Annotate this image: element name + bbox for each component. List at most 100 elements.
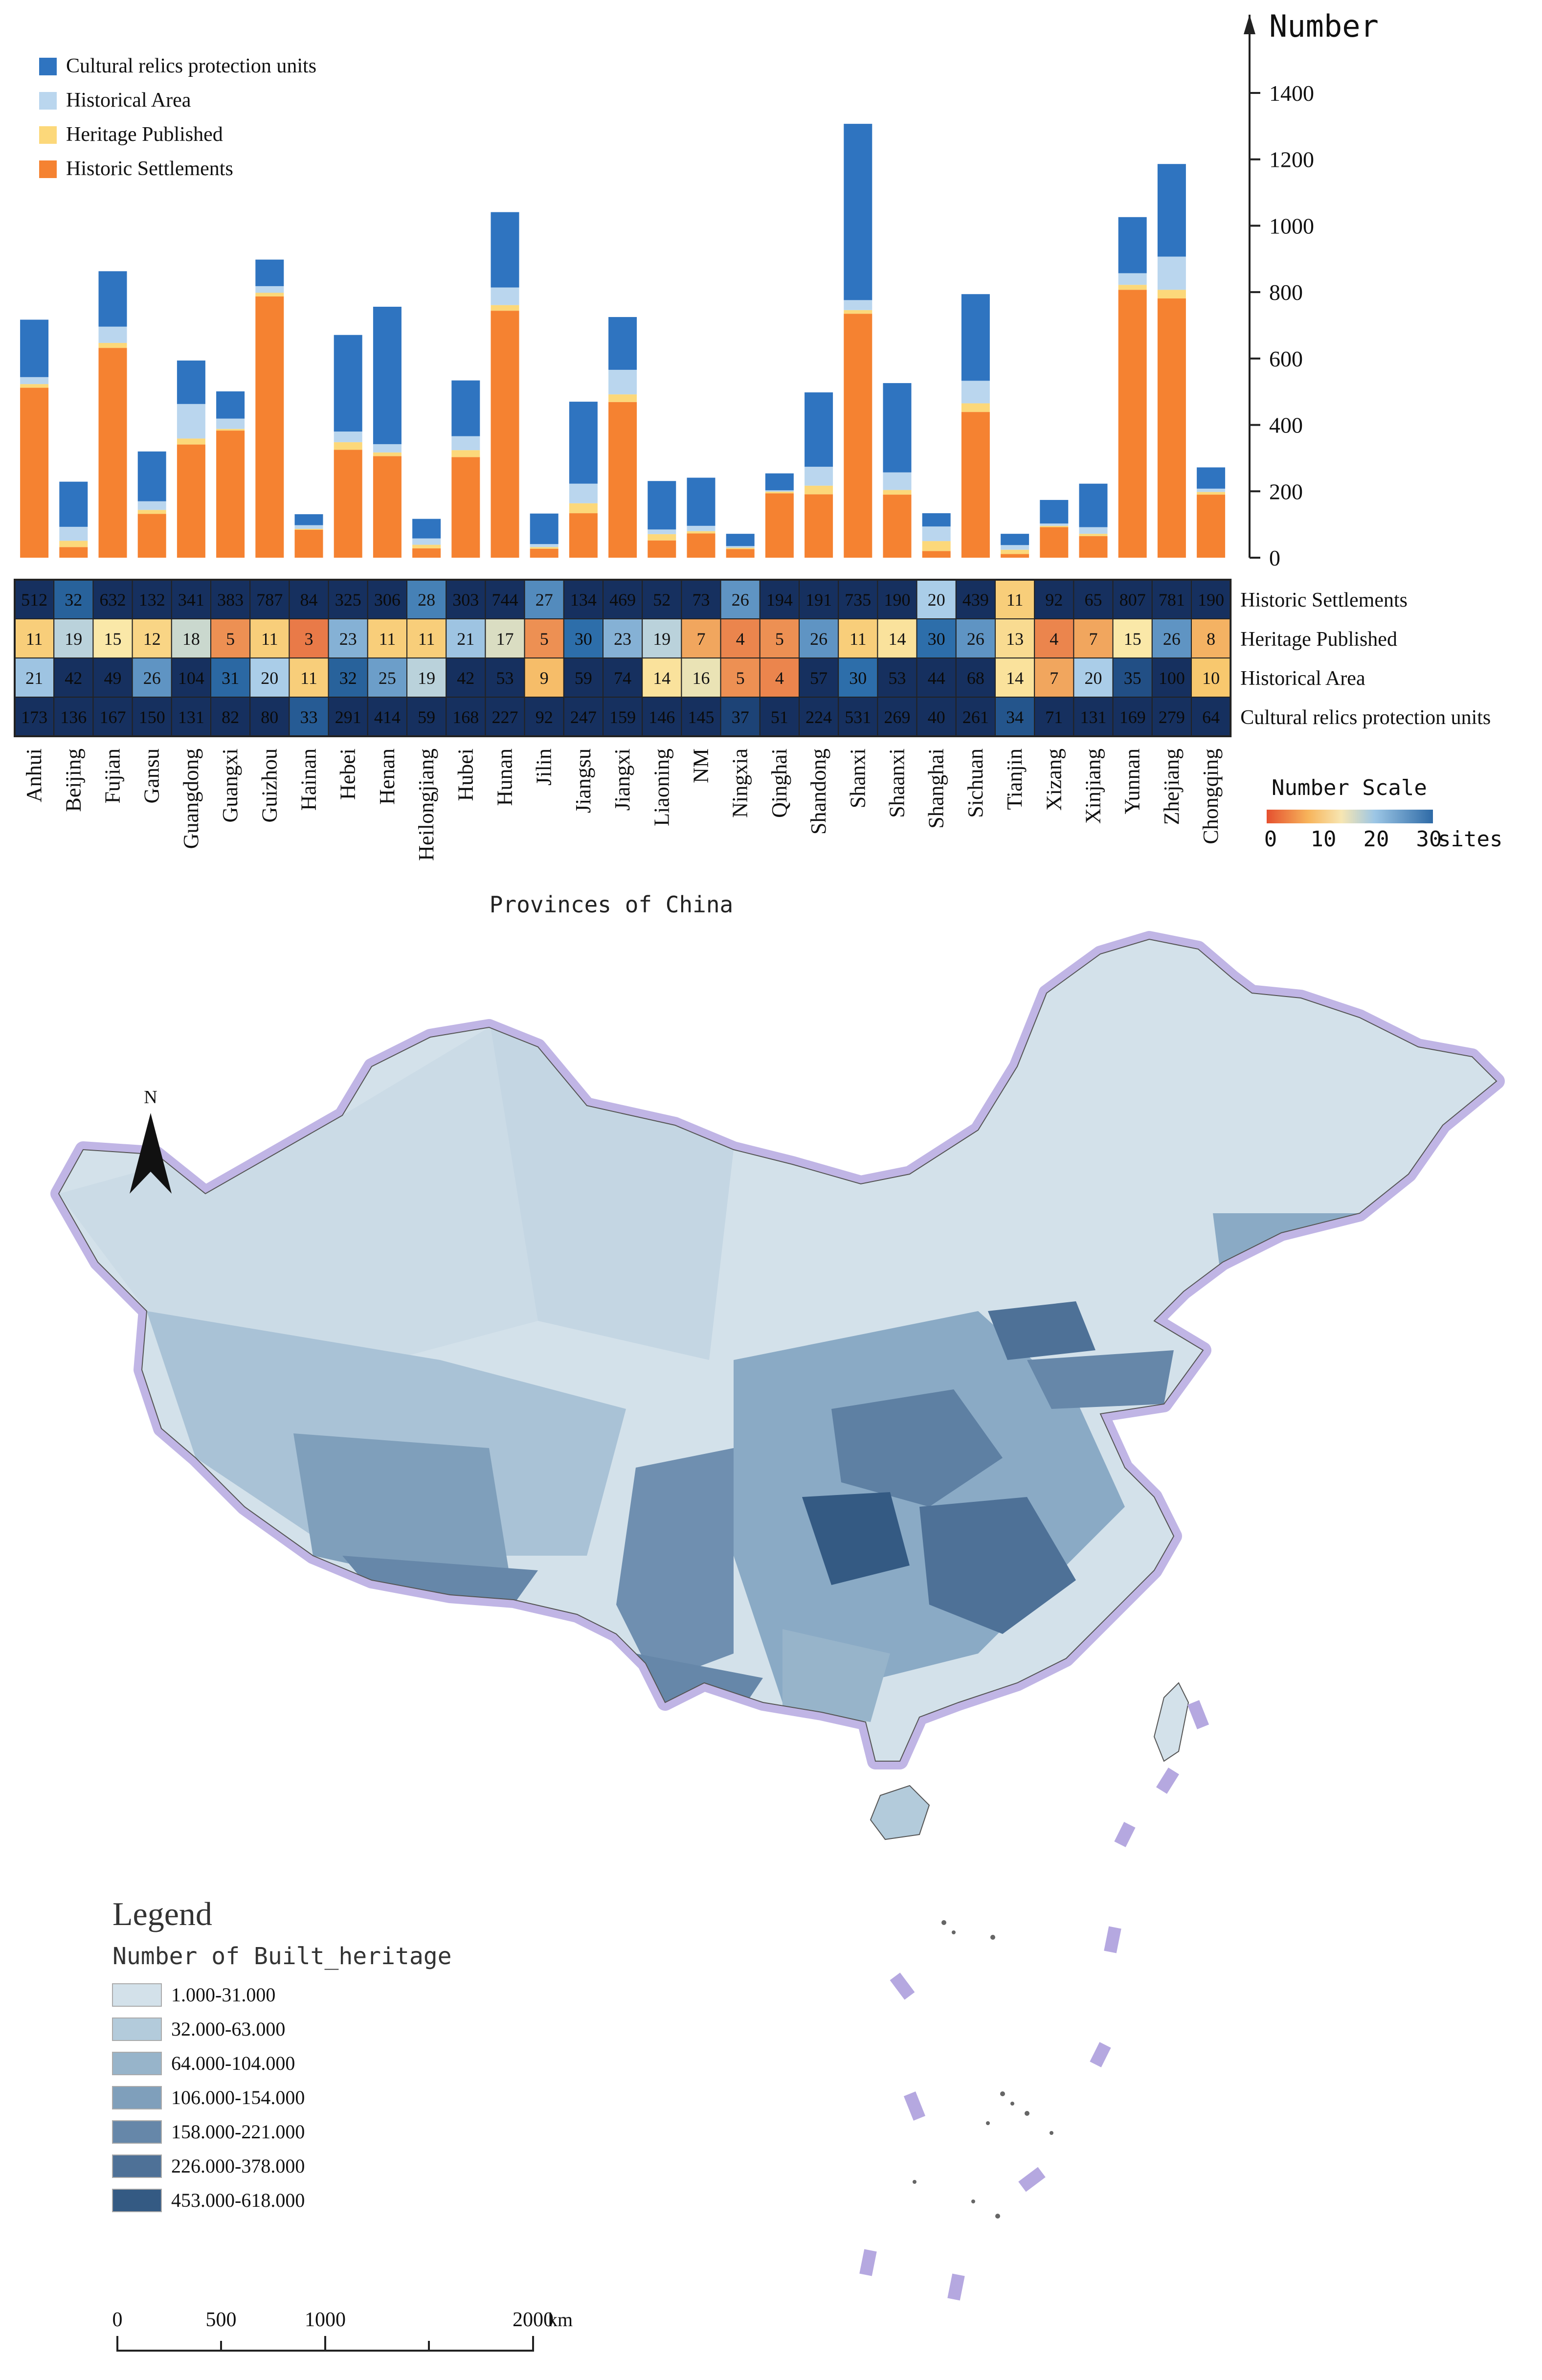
table-cell	[995, 697, 1035, 737]
x-tick-label-guizhou: Guizhou	[257, 748, 281, 823]
bar-jiangsu-cultural-relics-protection-units	[569, 402, 598, 484]
bar-xinjiang-historical-area	[1079, 527, 1108, 534]
x-tick-labels: Anhui Beijing Fujian Gansu Guangdong Guangxi G…	[22, 748, 1223, 861]
legend-swatch-2	[39, 126, 57, 144]
table-value: 4	[1050, 629, 1058, 649]
table-value: 8	[1207, 629, 1215, 649]
table-cell	[53, 697, 94, 737]
bar-shanxi-cultural-relics-protection-units	[844, 124, 872, 300]
map-legend-swatch-0	[112, 1983, 162, 2007]
table-value: 9	[540, 668, 549, 688]
table-value: 383	[217, 590, 244, 610]
bar-anhui-historic-settlements	[20, 387, 49, 558]
table-cell	[249, 657, 290, 698]
table-cell	[406, 657, 447, 698]
table-value: 787	[256, 590, 283, 610]
y-tick-label-1000: 1000	[1269, 213, 1314, 238]
table-value: 64	[1202, 707, 1220, 727]
bar-hubei-cultural-relics-protection-units	[451, 380, 480, 436]
x-tick-label-anhui: Anhui	[22, 748, 46, 802]
bar-chongqing-historic-settlements	[1197, 495, 1226, 558]
table-cell	[53, 657, 94, 698]
bar-sichuan-historical-area	[961, 381, 990, 404]
bar-heilongjiang-historic-settlements	[412, 548, 441, 558]
table-cell	[603, 579, 643, 619]
bar-shaanxi-heritage-published	[883, 490, 912, 495]
bar-tianjin-cultural-relics-protection-units	[1001, 534, 1029, 545]
table-value: 42	[457, 668, 474, 688]
bar-sichuan-heritage-published	[961, 403, 990, 412]
bar-fujian-cultural-relics-protection-units	[98, 271, 127, 327]
table-cell	[916, 579, 957, 619]
table-cell	[1034, 697, 1074, 737]
table-value: 168	[452, 707, 479, 727]
table-value: 190	[1198, 590, 1224, 610]
china-map: N Legend Number of Built_heritage 1.000-…	[50, 931, 1505, 2352]
number-scale-tick-0: 0	[1264, 827, 1277, 852]
table-value: 7	[697, 629, 706, 649]
bar-hebei-cultural-relics-protection-units	[334, 335, 362, 432]
bar-hainan-heritage-published	[294, 528, 323, 530]
bar-hubei-historical-area	[451, 436, 480, 451]
table-cell	[955, 618, 996, 658]
bar-liaoning-historical-area	[648, 529, 676, 534]
bar-hunan-heritage-published	[491, 305, 519, 311]
table-cell	[1151, 618, 1192, 658]
table-value: 150	[139, 707, 165, 727]
north-label: N	[144, 1087, 157, 1108]
x-tick-label-hubei: Hubei	[453, 748, 477, 801]
y-tick-label-400: 400	[1269, 413, 1303, 438]
table-value: 11	[261, 629, 278, 649]
table-cell	[249, 697, 290, 737]
table-value: 12	[143, 629, 161, 649]
bar-jiangxi-historical-area	[608, 369, 637, 395]
bar-hebei-historical-area	[334, 431, 362, 442]
bar-tianjin-historic-settlements	[1001, 554, 1029, 558]
bar-jiangxi-cultural-relics-protection-units	[608, 317, 637, 370]
bar-hunan-historical-area	[491, 287, 519, 305]
table-value: 5	[736, 668, 745, 688]
x-tick-label-shanxi: Shanxi	[846, 748, 870, 808]
x-tick-label-guangxi: Guangxi	[218, 748, 242, 823]
x-tick-label-nm: NM	[689, 748, 713, 783]
bar-guangdong-heritage-published	[177, 438, 205, 445]
x-tick-label-beijing: Beijing	[61, 748, 85, 812]
number-scale-unit: sites	[1438, 827, 1502, 852]
table-value: 53	[889, 668, 906, 688]
bar-guangdong-historical-area	[177, 404, 205, 439]
table-value: 173	[21, 707, 47, 727]
bar-fujian-historic-settlements	[98, 348, 127, 558]
table-value: 191	[805, 590, 832, 610]
bar-ningxia-cultural-relics-protection-units	[726, 534, 755, 546]
bar-hainan-cultural-relics-protection-units	[294, 514, 323, 525]
x-tick-label-ningxia: Ningxia	[728, 748, 752, 818]
table-value: 80	[261, 707, 278, 727]
table-value: 73	[693, 590, 710, 610]
table-value: 11	[379, 629, 396, 649]
x-tick-label-zhejiang: Zhejiang	[1160, 748, 1184, 825]
table-cell	[995, 579, 1035, 619]
bar-shanxi-historical-area	[844, 300, 872, 310]
bar-xizang-historic-settlements	[1040, 527, 1069, 558]
bar-guizhou-historical-area	[255, 286, 284, 293]
table-value: 14	[889, 629, 906, 649]
table-cell	[132, 657, 172, 698]
y-tick-label-200: 200	[1269, 479, 1303, 504]
table-value: 32	[339, 668, 357, 688]
y-tick-label-1200: 1200	[1269, 147, 1314, 172]
x-tick-label-jilin: Jilin	[532, 748, 556, 786]
table-value: 190	[884, 590, 911, 610]
table-value: 51	[771, 707, 788, 727]
table-value: 439	[962, 590, 989, 610]
table-cell	[485, 657, 525, 698]
map-legend-title: Legend	[112, 1895, 212, 1932]
table-value: 92	[1045, 590, 1063, 610]
table-value: 68	[967, 668, 984, 688]
bar-shanxi-historic-settlements	[844, 314, 872, 558]
table-value: 247	[570, 707, 597, 727]
table-value: 104	[178, 668, 204, 688]
x-tick-label-chongqing: Chongqing	[1199, 748, 1223, 844]
bar-nm-historic-settlements	[687, 533, 715, 558]
table-cell	[563, 697, 604, 737]
table-value: 27	[536, 590, 553, 610]
